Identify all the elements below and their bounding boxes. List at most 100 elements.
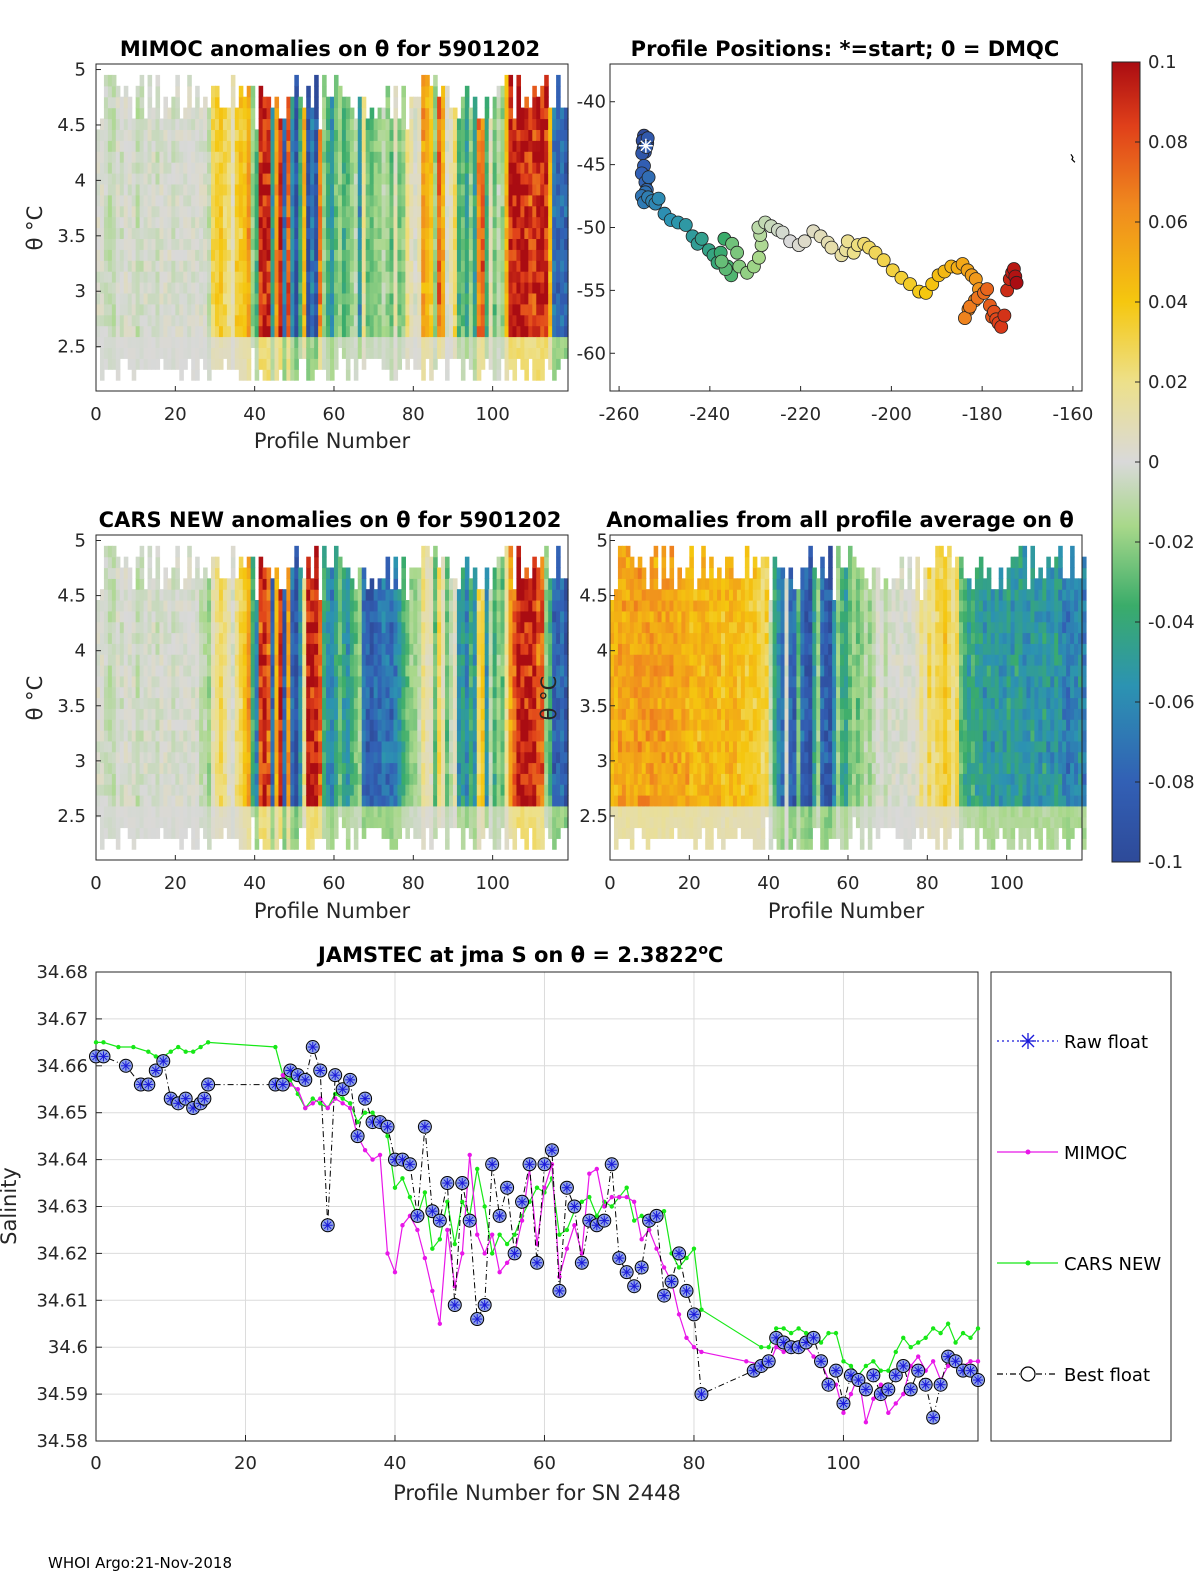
heatmap-cell (468, 347, 474, 359)
heatmap-cell (333, 85, 339, 98)
heatmap-cell (103, 697, 109, 709)
heatmap-cell (96, 697, 101, 709)
heatmap-cell (282, 751, 287, 764)
heatmap-cell (401, 216, 406, 229)
heatmap-cell (199, 784, 204, 796)
heatmap-cell (119, 282, 125, 294)
heatmap-cell (187, 260, 192, 272)
heatmap-cell (544, 271, 549, 283)
heatmap-cell (460, 325, 466, 338)
heatmap-cell (381, 303, 387, 316)
heatmap-cell (207, 762, 212, 774)
heatmap-cell (183, 805, 188, 818)
heatmap-cell (179, 600, 184, 612)
heatmap-cell (556, 194, 561, 207)
heatmap-cell (397, 205, 403, 218)
heatmap-cell (159, 292, 165, 305)
heatmap-cell (409, 140, 414, 152)
heatmap-cell (127, 632, 133, 644)
heatmap-cell (155, 129, 161, 141)
heatmap-cell (512, 216, 518, 229)
heatmap-cell (413, 129, 418, 141)
heatmap-cell (171, 292, 176, 305)
heatmap-cell (266, 730, 272, 742)
heatmap-cell (203, 282, 208, 294)
heatmap-cell (373, 173, 379, 185)
heatmap-cell (147, 578, 153, 590)
heatmap-cell (318, 795, 323, 807)
heatmap-cell (278, 249, 284, 261)
heatmap-cell (282, 784, 287, 796)
heatmap-cell (175, 632, 180, 644)
heatmap-cell (242, 205, 248, 218)
heatmap-cell (405, 140, 410, 152)
y-tick-label: 5 (75, 60, 86, 81)
heatmap-cell (310, 740, 315, 753)
heatmap-cell (123, 85, 129, 98)
heatmap-cell (429, 260, 434, 272)
heatmap-cell (369, 314, 375, 327)
heatmap-cell (218, 347, 224, 359)
heatmap-cell (445, 216, 450, 229)
heatmap-cell (175, 358, 180, 370)
heatmap-cell (492, 369, 498, 381)
heatmap-cell (290, 303, 295, 316)
heatmap-cell (286, 773, 291, 785)
heatmap-cell (318, 665, 323, 677)
heatmap-cell (357, 282, 363, 294)
heatmap-cell (361, 96, 367, 109)
heatmap-cell (258, 730, 264, 742)
positions-title: Profile Positions: *=start; 0 = DMQC (631, 37, 1060, 61)
heatmap-cell (127, 183, 133, 196)
heatmap-cell (365, 773, 371, 785)
heatmap-cell (199, 107, 204, 120)
heatmap-cell (195, 697, 200, 709)
heatmap-cell (349, 271, 355, 283)
heatmap-cell (103, 556, 109, 569)
position-point (958, 311, 972, 326)
heatmap-cell (99, 784, 105, 796)
heatmap-cell (151, 216, 157, 229)
heatmap-cell (175, 795, 180, 807)
heatmap-cell (143, 194, 149, 207)
heatmap-cell (167, 129, 172, 141)
heatmap-cell (425, 151, 430, 163)
heatmap-cell (341, 719, 347, 731)
heatmap-cell (195, 194, 200, 207)
heatmap-cell (456, 227, 462, 239)
heatmap-cell (218, 314, 224, 327)
heatmap-cell (155, 545, 161, 558)
heatmap-cell (250, 578, 256, 590)
heatmap-cell (330, 205, 335, 218)
heatmap-cell (385, 118, 391, 130)
heatmap-cell (290, 589, 295, 601)
heatmap-cell (151, 697, 157, 709)
heatmap-cell (143, 282, 149, 294)
heatmap-cell (254, 805, 260, 818)
heatmap-cell (425, 85, 430, 98)
heatmap-cell (302, 643, 307, 655)
heatmap-cell (274, 589, 280, 601)
heatmap-cell (333, 827, 339, 839)
heatmap-cell (218, 358, 224, 370)
heatmap-cell (361, 325, 367, 338)
heatmap-cell (163, 654, 168, 666)
heatmap-cell (496, 118, 502, 130)
heatmap-cell (306, 205, 311, 218)
heatmap-cell (242, 654, 248, 666)
heatmap-cell (230, 183, 236, 196)
heatmap-cell (278, 282, 284, 294)
heatmap-cell (238, 621, 244, 634)
heatmap-cell (179, 784, 184, 796)
heatmap-cell (504, 238, 510, 250)
heatmap-cell (246, 336, 252, 348)
heatmap-cell (337, 96, 343, 109)
heatmap-cell (341, 751, 347, 764)
heatmap-cell (139, 589, 145, 601)
heatmap-cell (333, 762, 339, 774)
heatmap-cell (357, 118, 363, 130)
heatmap-cell (286, 665, 291, 677)
heatmap-cell (330, 784, 335, 796)
heatmap-cell (151, 238, 157, 250)
heatmap-cell (480, 216, 486, 229)
